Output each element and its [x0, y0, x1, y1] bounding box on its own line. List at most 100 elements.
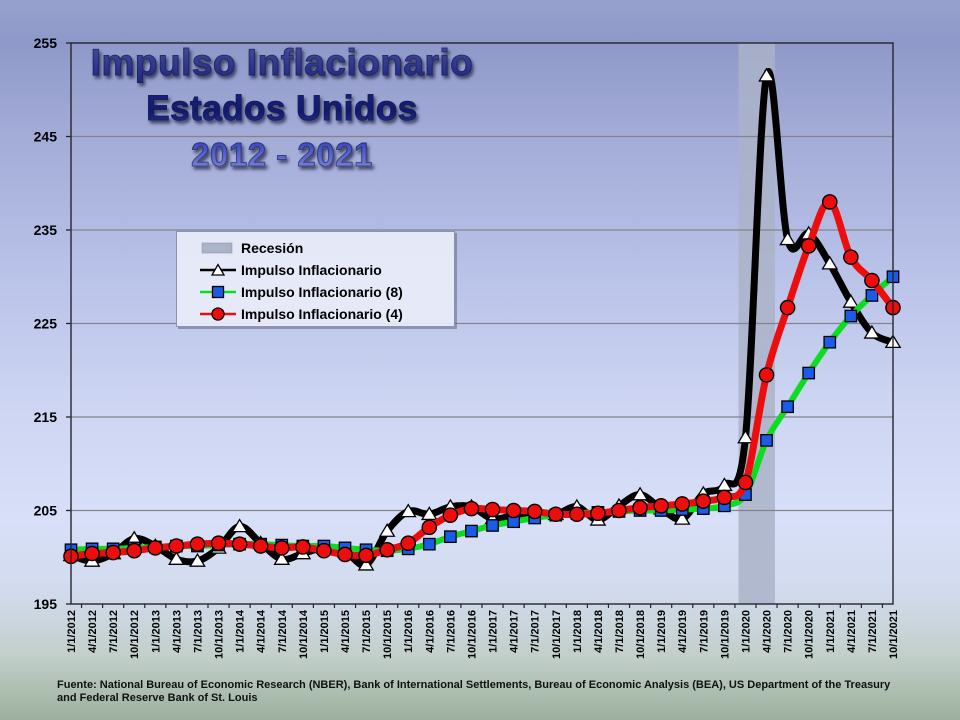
circle-marker [358, 547, 374, 564]
triangle-marker [673, 510, 691, 525]
x-axis-label: 4/1/2013 [171, 610, 183, 653]
circle-marker [716, 489, 733, 506]
square-marker [781, 400, 794, 414]
chart-title-line2: Estados Unidos [146, 89, 418, 129]
y-axis-label: 235 [34, 222, 58, 238]
x-axis-label: 7/1/2017 [530, 610, 542, 653]
circle-marker [547, 506, 564, 523]
y-axis-label: 205 [34, 503, 58, 519]
legend-item-impulso-4: Impulso Inflacionario (4) [199, 303, 454, 325]
square-marker [802, 366, 816, 380]
circle-marker [295, 539, 311, 555]
x-axis-label: 1/1/2017 [488, 610, 500, 653]
circle-marker [484, 501, 501, 518]
x-axis-label: 10/1/2019 [719, 610, 731, 659]
square-marker [444, 530, 457, 544]
triangle-marker [420, 506, 438, 521]
triangle-marker [842, 293, 860, 308]
x-axis-label: 7/1/2016 [445, 610, 457, 653]
x-axis-label: 7/1/2018 [614, 610, 626, 653]
x-axis-label: 4/1/2017 [509, 610, 521, 653]
x-axis-label: 7/1/2012 [108, 610, 120, 653]
legend-label-impulso: Impulso Inflacionario [241, 262, 382, 278]
x-axis-label: 1/1/2019 [656, 610, 668, 653]
y-axis-label: 195 [34, 596, 58, 612]
triangle-marker [737, 429, 754, 444]
x-axis-label: 1/1/2014 [235, 609, 247, 653]
x-axis-label: 1/1/2013 [150, 610, 162, 653]
circle-marker [632, 499, 648, 516]
circle-marker [653, 498, 669, 514]
circle-marker [210, 535, 227, 552]
chart-title-line3: 2012 - 2021 [191, 136, 373, 174]
legend-label-impulso-4: Impulso Inflacionario (4) [241, 306, 403, 322]
circle-marker [569, 506, 585, 523]
x-axis-label: 4/1/2021 [846, 610, 858, 653]
circle-marker [737, 474, 754, 491]
chart-legend: Recesión Impulso Inflacionario Impulso I… [176, 231, 455, 327]
circle-marker [84, 545, 100, 562]
x-axis-label: 7/1/2020 [783, 610, 795, 653]
legend-label-recession: Recesión [241, 240, 304, 256]
legend-item-recession: Recesión [199, 237, 454, 259]
legend-item-impulso-8: Impulso Inflacionario (8) [199, 281, 454, 303]
triangle-marker [378, 523, 396, 537]
triangle-marker [821, 255, 839, 270]
x-axis-label: 4/1/2015 [340, 610, 352, 653]
x-axis-label: 1/1/2016 [403, 610, 415, 653]
x-axis-label: 10/1/2012 [129, 610, 141, 659]
x-axis-label: 10/1/2021 [888, 610, 900, 659]
square-marker [823, 335, 837, 349]
x-axis-label: 10/1/2017 [551, 610, 563, 659]
triangle-marker [399, 503, 417, 518]
square-marker [422, 537, 436, 551]
circle-marker [421, 519, 438, 536]
x-axis-label: 4/1/2012 [87, 610, 99, 653]
circle-marker [674, 496, 691, 512]
x-axis-label: 10/1/2013 [214, 610, 226, 659]
circle-marker [400, 535, 417, 552]
circle-marker [147, 540, 164, 556]
circle-marker [126, 542, 143, 559]
square-marker [486, 519, 499, 532]
circle-marker [779, 299, 796, 316]
circle-marker [800, 238, 817, 254]
square-marker [760, 434, 773, 447]
x-axis-label: 10/1/2016 [466, 610, 478, 659]
chart-title: Impulso Inflacionario Estados Unidos 201… [76, 40, 488, 178]
circle-marker [821, 194, 838, 210]
triangle-marker [231, 518, 248, 533]
triangle-marker [189, 552, 206, 567]
square-marker [844, 309, 858, 323]
triangle-marker-icon [200, 263, 236, 276]
triangle-marker [631, 486, 649, 501]
triangle-marker [357, 556, 375, 571]
x-axis-label: 4/1/2019 [677, 610, 689, 653]
recession-swatch-icon [201, 242, 233, 254]
circle-marker [168, 538, 185, 554]
triangle-marker [168, 551, 185, 565]
x-axis-label: 1/1/2012 [66, 610, 78, 653]
circle-marker [379, 541, 395, 558]
x-axis-label: 4/1/2020 [762, 610, 774, 653]
x-axis-label: 10/1/2018 [635, 610, 647, 659]
circle-marker [252, 538, 269, 554]
square-marker [865, 289, 879, 302]
circle-marker [758, 367, 775, 383]
x-axis-label: 1/1/2018 [572, 610, 584, 653]
triangle-marker [273, 551, 291, 565]
square-marker [465, 524, 478, 538]
triangle-marker [779, 231, 796, 246]
circle-marker [695, 493, 712, 509]
x-axis-label: 7/1/2021 [867, 610, 879, 653]
y-axis-label: 215 [34, 409, 58, 425]
y-axis-label: 245 [34, 129, 58, 145]
x-axis-label: 10/1/2020 [804, 610, 816, 659]
circle-marker [231, 536, 248, 552]
x-axis-label: 1/1/2015 [319, 610, 331, 653]
circle-marker [611, 502, 627, 519]
x-axis-label: 7/1/2013 [192, 610, 204, 653]
circle-marker-icon [200, 307, 236, 321]
x-axis-label: 4/1/2014 [256, 609, 268, 653]
